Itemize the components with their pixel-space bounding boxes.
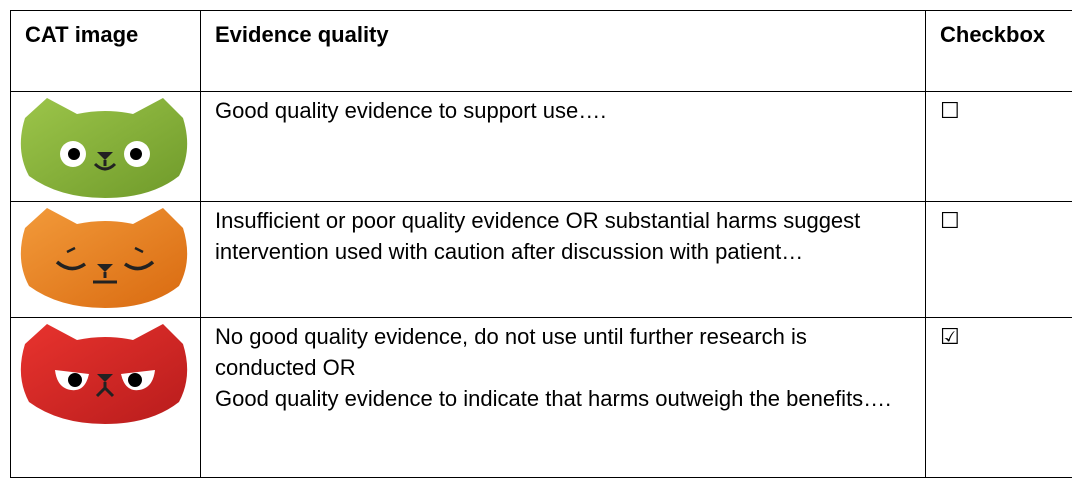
header-cell: CAT image (11, 11, 201, 92)
green-cat (11, 92, 199, 200)
row: No good quality evidence, do not use unt… (11, 318, 1072, 478)
red-cat (11, 318, 199, 426)
header-row: CAT image Evidence quality Checkbox (11, 11, 1072, 92)
orange-cat (11, 202, 199, 310)
checkbox[interactable]: ☐ (926, 202, 1072, 318)
evidence-text: Insufficient or poor quality evidence OR… (215, 205, 911, 267)
page: CAT image Evidence quality Checkbox Good… (0, 0, 1072, 474)
evidence-cell: Good quality evidence to support use…. (201, 92, 926, 202)
evidence-text: Good quality evidence to support use…. (215, 95, 911, 126)
row: Good quality evidence to support use…. ☐ (11, 92, 1072, 202)
evidence-text: Good quality evidence to indicate that h… (215, 383, 911, 414)
cat-cell (11, 92, 201, 202)
cat-cell (11, 202, 201, 318)
checkbox[interactable]: ☑ (926, 318, 1072, 478)
evidence-cell: No good quality evidence, do not use unt… (201, 318, 926, 478)
row: Insufficient or poor quality evidence OR… (11, 202, 1072, 318)
evidence-table: CAT image Evidence quality Checkbox Good… (10, 10, 1072, 478)
checkbox[interactable]: ☐ (926, 92, 1072, 202)
evidence-text: No good quality evidence, do not use unt… (215, 321, 911, 383)
header-cell: Evidence quality (201, 11, 926, 92)
cat-cell (11, 318, 201, 478)
evidence-cell: Insufficient or poor quality evidence OR… (201, 202, 926, 318)
header-cell: Checkbox (926, 11, 1072, 92)
